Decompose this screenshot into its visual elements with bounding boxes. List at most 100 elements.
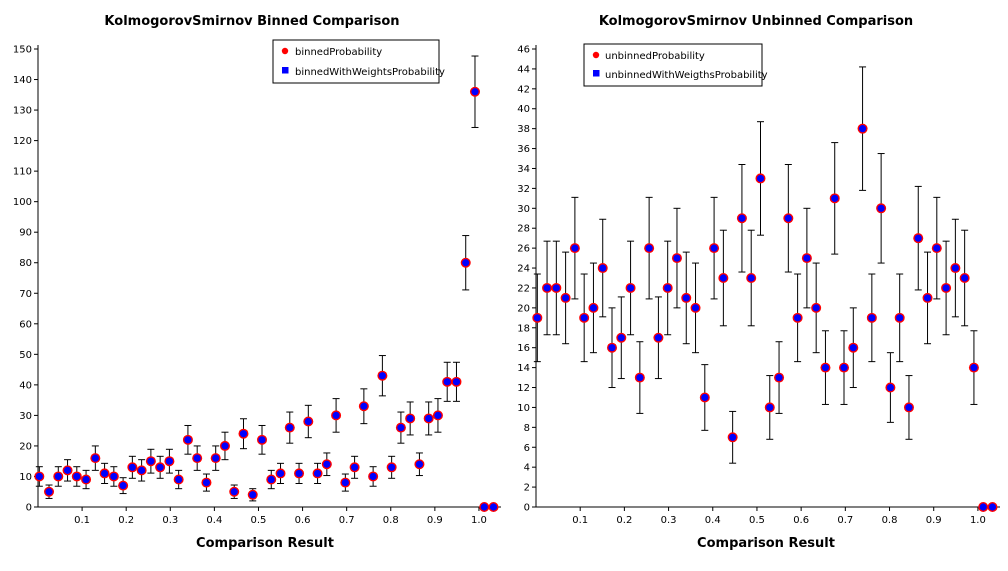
unbinned-point-inner bbox=[664, 284, 672, 292]
binned-data-points bbox=[34, 55, 499, 512]
unbinned-y-tick-label: 4 bbox=[524, 463, 530, 474]
binned-point-inner bbox=[452, 378, 461, 386]
binned-y-tick-label: 80 bbox=[19, 258, 32, 269]
binned-y-tick-label: 140 bbox=[13, 75, 32, 86]
unbinned-point-inner bbox=[923, 294, 932, 302]
binned-point-inner bbox=[332, 411, 340, 419]
unbinned-y-tick-label: 44 bbox=[517, 64, 530, 75]
binned-y-tick-label: 100 bbox=[13, 197, 32, 208]
unbinned-chart: KolmogorovSmirnov Unbinned Comparison Co… bbox=[517, 14, 1000, 551]
binned-point-inner bbox=[221, 442, 229, 450]
binned-x-tick-label: 0.4 bbox=[206, 515, 222, 526]
unbinned-point-inner bbox=[608, 344, 616, 352]
unbinned-y-tick-label: 38 bbox=[517, 124, 530, 135]
unbinned-point-inner bbox=[691, 304, 700, 312]
binned-point-inner bbox=[434, 411, 442, 419]
binned-legend-marker-square bbox=[282, 67, 289, 74]
unbinned-point-inner bbox=[961, 274, 969, 282]
unbinned-point-inner bbox=[673, 254, 681, 262]
unbinned-y-tick-label: 40 bbox=[517, 104, 530, 115]
unbinned-point-inner bbox=[756, 174, 765, 183]
unbinned-y-tick-label: 8 bbox=[524, 423, 530, 434]
unbinned-point-inner bbox=[803, 254, 811, 262]
binned-point-inner bbox=[165, 457, 174, 465]
binned-legend-label-2: binnedWithWeightsProbability bbox=[295, 67, 445, 78]
binned-point-inner bbox=[489, 503, 498, 511]
binned-point-inner bbox=[415, 460, 424, 468]
binned-y-tick-label: 50 bbox=[19, 350, 32, 361]
unbinned-point-inner bbox=[775, 373, 783, 382]
binned-y-tick-label: 10 bbox=[19, 472, 32, 483]
binned-point-inner bbox=[45, 488, 53, 496]
binned-point-inner bbox=[323, 460, 331, 468]
binned-point-inner bbox=[212, 454, 220, 462]
unbinned-point-inner bbox=[552, 284, 560, 292]
unbinned-point-inner bbox=[821, 364, 830, 372]
binned-y-tick-label: 130 bbox=[13, 106, 32, 117]
unbinned-point-inner bbox=[599, 264, 607, 272]
unbinned-point-inner bbox=[849, 344, 857, 352]
binned-point-inner bbox=[295, 469, 303, 478]
binned-point-inner bbox=[369, 472, 377, 481]
binned-point-inner bbox=[267, 475, 275, 484]
unbinned-point-inner bbox=[896, 314, 904, 322]
unbinned-point-inner bbox=[942, 284, 950, 292]
binned-x-tick-label: 1.0 bbox=[471, 515, 487, 526]
unbinned-y-tick-label: 24 bbox=[517, 264, 530, 275]
binned-point-inner bbox=[249, 491, 257, 499]
unbinned-point-inner bbox=[868, 314, 876, 322]
binned-point-inner bbox=[313, 469, 322, 478]
unbinned-y-tick-label: 6 bbox=[524, 443, 530, 454]
binned-point-inner bbox=[156, 463, 164, 471]
unbinned-point-inner bbox=[831, 194, 839, 202]
binned-point-inner bbox=[360, 402, 368, 410]
unbinned-point-inner bbox=[766, 403, 774, 412]
binned-point-inner bbox=[341, 478, 349, 487]
unbinned-y-tick-label: 16 bbox=[517, 343, 530, 354]
binned-point-inner bbox=[128, 463, 136, 471]
binned-point-inner bbox=[35, 472, 43, 481]
binned-y-tick-label: 70 bbox=[19, 289, 32, 300]
binned-y-tick-label: 40 bbox=[19, 380, 32, 391]
binned-x-tick-label: 0.2 bbox=[118, 515, 134, 526]
unbinned-point-inner bbox=[589, 304, 598, 312]
unbinned-legend-box bbox=[583, 43, 763, 87]
unbinned-chart-xlabel: Comparison Result bbox=[697, 536, 835, 551]
unbinned-point-inner bbox=[979, 503, 987, 511]
binned-x-tick-label: 0.9 bbox=[427, 515, 443, 526]
unbinned-point-inner bbox=[858, 125, 867, 133]
unbinned-y-tick-label: 0 bbox=[524, 503, 530, 514]
binned-point-inner bbox=[239, 430, 248, 438]
unbinned-point-inner bbox=[840, 364, 848, 372]
binned-y-tick-label: 30 bbox=[19, 411, 32, 422]
unbinned-y-tick-label: 26 bbox=[517, 244, 530, 255]
unbinned-y-tick-label: 14 bbox=[517, 363, 530, 374]
binned-x-tick-label: 0.7 bbox=[339, 515, 355, 526]
unbinned-y-tick-label: 46 bbox=[517, 45, 530, 56]
unbinned-point-inner bbox=[747, 274, 755, 282]
unbinned-point-inner bbox=[682, 294, 690, 302]
unbinned-x-tick-label: 0.2 bbox=[616, 515, 632, 526]
unbinned-point-inner bbox=[812, 304, 820, 312]
unbinned-point-inner bbox=[636, 373, 644, 382]
binned-point-inner bbox=[304, 417, 312, 426]
binned-point-inner bbox=[480, 503, 488, 511]
unbinned-point-inner bbox=[533, 314, 541, 322]
unbinned-point-inner bbox=[914, 234, 922, 242]
unbinned-y-tick-label: 2 bbox=[524, 483, 530, 494]
binned-point-inner bbox=[82, 475, 90, 484]
binned-point-inner bbox=[230, 488, 238, 496]
unbinned-x-tick-label: 0.8 bbox=[882, 515, 898, 526]
unbinned-legend-label-2: unbinnedWithWeigthsProbability bbox=[605, 70, 768, 81]
unbinned-legend-marker-circle bbox=[592, 51, 600, 59]
unbinned-x-tick-label: 0.7 bbox=[837, 515, 853, 526]
unbinned-point-inner bbox=[719, 274, 727, 282]
unbinned-chart-title: KolmogorovSmirnov Unbinned Comparison bbox=[599, 14, 913, 29]
unbinned-point-inner bbox=[905, 403, 913, 412]
binned-x-tick-label: 0.8 bbox=[383, 515, 399, 526]
unbinned-point-inner bbox=[784, 214, 792, 222]
unbinned-point-inner bbox=[626, 284, 635, 292]
unbinned-x-tick-label: 0.1 bbox=[572, 515, 588, 526]
unbinned-point-inner bbox=[562, 294, 570, 302]
